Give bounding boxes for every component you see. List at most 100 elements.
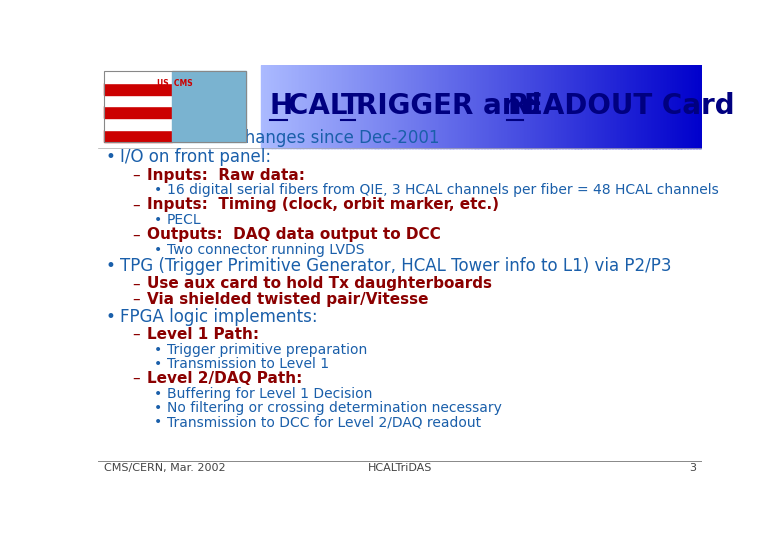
Bar xyxy=(383,65,385,148)
Bar xyxy=(549,65,551,148)
Bar xyxy=(579,65,580,148)
Bar xyxy=(546,65,548,148)
Bar xyxy=(299,65,301,148)
Bar xyxy=(622,65,625,148)
Bar xyxy=(371,65,373,148)
Bar xyxy=(568,65,570,148)
Bar xyxy=(597,65,600,148)
Bar xyxy=(514,65,516,148)
Bar xyxy=(418,65,420,148)
Text: •: • xyxy=(154,183,162,197)
Bar xyxy=(309,65,311,148)
Bar xyxy=(350,65,353,148)
Bar xyxy=(104,118,172,130)
Bar xyxy=(580,65,582,148)
Bar xyxy=(461,65,463,148)
Bar xyxy=(667,65,668,148)
Bar xyxy=(640,65,642,148)
Bar xyxy=(390,65,392,148)
Bar xyxy=(552,65,554,148)
Bar xyxy=(614,65,616,148)
Text: Buffering for Level 1 Decision: Buffering for Level 1 Decision xyxy=(167,387,372,401)
Bar xyxy=(621,65,623,148)
Bar xyxy=(471,65,473,148)
Bar xyxy=(392,65,394,148)
Bar xyxy=(515,65,517,148)
Bar xyxy=(668,65,670,148)
Bar xyxy=(431,65,434,148)
Bar xyxy=(172,71,246,141)
Bar xyxy=(662,65,665,148)
Bar xyxy=(367,65,369,148)
Bar xyxy=(360,65,363,148)
Text: Level 2/DAQ Path:: Level 2/DAQ Path: xyxy=(147,371,303,386)
Bar xyxy=(576,65,577,148)
Bar xyxy=(608,65,610,148)
Bar xyxy=(519,65,522,148)
Text: Via shielded twisted pair/Vitesse: Via shielded twisted pair/Vitesse xyxy=(147,292,428,307)
Bar xyxy=(489,65,491,148)
Bar xyxy=(687,65,690,148)
Bar xyxy=(581,65,583,148)
Bar xyxy=(267,65,268,148)
Bar xyxy=(658,65,660,148)
Bar xyxy=(98,65,261,148)
Bar xyxy=(682,65,683,148)
Bar xyxy=(277,65,279,148)
Text: Transmission to Level 1: Transmission to Level 1 xyxy=(167,357,329,371)
Bar xyxy=(619,65,620,148)
Bar xyxy=(533,65,535,148)
Bar xyxy=(682,65,685,148)
Bar xyxy=(402,65,404,148)
Bar xyxy=(470,65,472,148)
Bar xyxy=(335,65,338,148)
Bar xyxy=(491,65,494,148)
Bar xyxy=(642,65,643,148)
Bar xyxy=(410,65,411,148)
Bar xyxy=(317,65,319,148)
Bar xyxy=(589,65,590,148)
Bar xyxy=(644,65,645,148)
Bar xyxy=(498,65,500,148)
Bar xyxy=(654,65,655,148)
Bar xyxy=(300,65,303,148)
Bar xyxy=(307,65,308,148)
Bar xyxy=(664,65,666,148)
Bar xyxy=(696,65,698,148)
Bar xyxy=(463,65,464,148)
Bar xyxy=(385,65,386,148)
Bar xyxy=(593,65,595,148)
Text: Inputs:  Timing (clock, orbit marker, etc.): Inputs: Timing (clock, orbit marker, etc… xyxy=(147,198,499,212)
Text: US  CMS: US CMS xyxy=(157,79,193,88)
Bar xyxy=(481,65,484,148)
Text: •: • xyxy=(105,258,115,275)
Bar xyxy=(672,65,675,148)
Bar xyxy=(629,65,630,148)
Bar xyxy=(295,65,296,148)
Bar xyxy=(436,65,438,148)
Bar xyxy=(659,65,661,148)
Bar xyxy=(592,65,594,148)
Bar xyxy=(353,65,356,148)
Bar xyxy=(292,65,294,148)
Text: –: – xyxy=(133,371,140,386)
Bar xyxy=(399,65,401,148)
Bar xyxy=(630,65,632,148)
Text: RIGGER and: RIGGER and xyxy=(356,92,551,120)
Bar xyxy=(521,65,523,148)
Bar xyxy=(483,65,485,148)
Bar xyxy=(612,65,615,148)
Bar xyxy=(473,65,474,148)
Text: •: • xyxy=(105,148,115,166)
Text: PECL: PECL xyxy=(167,213,202,227)
Text: –: – xyxy=(133,198,140,212)
Text: No functional changes since Dec-2001: No functional changes since Dec-2001 xyxy=(120,129,440,147)
Bar xyxy=(411,65,413,148)
Text: H: H xyxy=(270,92,293,120)
Bar xyxy=(284,65,286,148)
Bar xyxy=(677,65,679,148)
Bar xyxy=(441,65,444,148)
Bar xyxy=(604,65,605,148)
Bar xyxy=(398,65,399,148)
Text: •: • xyxy=(154,343,162,357)
